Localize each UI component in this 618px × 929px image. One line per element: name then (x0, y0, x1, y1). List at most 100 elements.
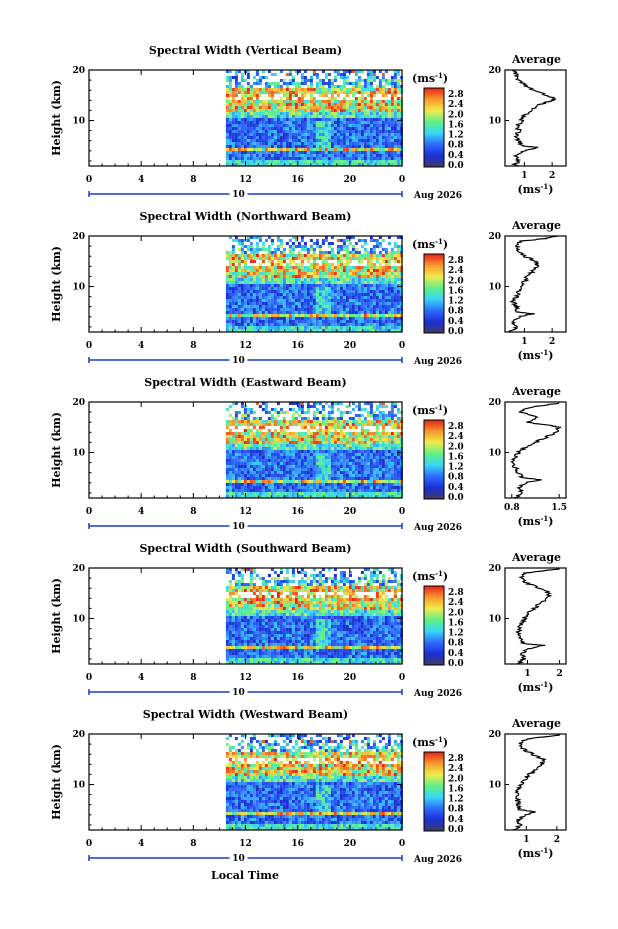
colorbar-segment (424, 103, 444, 107)
heatmap-cell (237, 148, 241, 151)
heatmap-cell (375, 115, 379, 118)
heatmap-cell (330, 447, 334, 450)
heatmap-cell (321, 127, 325, 130)
heatmap-cell (321, 278, 325, 281)
heatmap-cell (288, 447, 292, 450)
heatmap-cell (252, 314, 256, 317)
heatmap-cell (300, 103, 304, 106)
heatmap-cell (237, 317, 241, 320)
heatmap-cell (258, 426, 262, 429)
heatmap-cell (384, 438, 388, 441)
heatmap-cell (390, 432, 394, 435)
heatmap-cell (327, 432, 331, 435)
heatmap-cell (273, 100, 277, 103)
heatmap-cell (261, 127, 265, 130)
heatmap-cell (303, 254, 307, 257)
heatmap-cell (315, 320, 319, 323)
heatmap-cell (297, 82, 301, 85)
heatmap-cell (354, 290, 358, 293)
heatmap-cell (273, 266, 277, 269)
heatmap-cell (315, 136, 319, 139)
heatmap-cell (330, 145, 334, 148)
heatmap-cell (357, 133, 361, 136)
avg-x-tick-label: 2 (549, 337, 555, 347)
heatmap-cell (231, 115, 235, 118)
colorbar-segment (424, 329, 444, 333)
heatmap-cell (318, 323, 322, 326)
heatmap-cell (234, 148, 238, 151)
heatmap-cell (306, 272, 310, 275)
heatmap-cell (342, 269, 346, 272)
heatmap-cell (348, 317, 352, 320)
heatmap-cell (264, 480, 268, 483)
heatmap-cell (225, 269, 229, 272)
heatmap-cell (375, 154, 379, 157)
heatmap-cell (297, 435, 301, 438)
heatmap-cell (393, 453, 397, 456)
heatmap-cell (285, 112, 289, 115)
heatmap-cell (258, 326, 262, 329)
heatmap-cell (354, 85, 358, 88)
heatmap-cell (273, 480, 277, 483)
day-label-bg (229, 188, 248, 199)
heatmap-cell (309, 106, 313, 109)
heatmap-cell (282, 441, 286, 444)
heatmap-cell (390, 106, 394, 109)
heatmap-cell (282, 299, 286, 302)
heatmap-cell (243, 314, 247, 317)
heatmap-cell (354, 88, 358, 91)
heatmap-cell (345, 142, 349, 145)
heatmap-cell (282, 423, 286, 426)
heatmap-cell (306, 447, 310, 450)
heatmap-cell (375, 242, 379, 245)
heatmap-cell (267, 269, 271, 272)
heatmap-cell (249, 254, 253, 257)
heatmap-cell (354, 115, 358, 118)
heatmap-cell (249, 408, 253, 411)
heatmap-cell (246, 480, 250, 483)
colorbar-segment (424, 308, 444, 312)
heatmap-cell (234, 281, 238, 284)
heatmap-cell (360, 435, 364, 438)
heatmap-cell (345, 317, 349, 320)
heatmap-cell (228, 94, 232, 97)
heatmap-cell (384, 302, 388, 305)
heatmap-cell (351, 320, 355, 323)
heatmap-cell (264, 82, 268, 85)
heatmap-cell (348, 106, 352, 109)
heatmap-cell (315, 453, 319, 456)
heatmap-cell (228, 465, 232, 468)
heatmap-cell (366, 459, 370, 462)
heatmap-cell (360, 133, 364, 136)
heatmap-cell (288, 290, 292, 293)
heatmap-cell (297, 157, 301, 160)
heatmap-cell (318, 483, 322, 486)
heatmap-cell (372, 314, 376, 317)
heatmap-cell (228, 130, 232, 133)
heatmap-cell (264, 145, 268, 148)
heatmap-cell (261, 112, 265, 115)
heatmap-cell (384, 70, 388, 73)
heatmap-cell (396, 103, 400, 106)
heatmap-cell (285, 106, 289, 109)
heatmap-cell (264, 402, 268, 405)
heatmap-cell (255, 465, 259, 468)
heatmap-cell (231, 450, 235, 453)
heatmap-cell (306, 411, 310, 414)
heatmap-cell (345, 139, 349, 142)
heatmap-cell (231, 248, 235, 251)
heatmap-cell (396, 100, 400, 103)
heatmap-cell (381, 474, 385, 477)
heatmap-cell (336, 160, 340, 163)
heatmap-cell (333, 103, 337, 106)
heatmap-cell (297, 308, 301, 311)
colorbar-segment (424, 138, 444, 142)
heatmap-cell (246, 414, 250, 417)
heatmap-cell (372, 163, 376, 166)
heatmap-cell (288, 100, 292, 103)
heatmap-cell (291, 305, 295, 308)
heatmap-cell (231, 287, 235, 290)
heatmap-cell (240, 85, 244, 88)
heatmap-cell (267, 127, 271, 130)
heatmap-cell (384, 248, 388, 251)
